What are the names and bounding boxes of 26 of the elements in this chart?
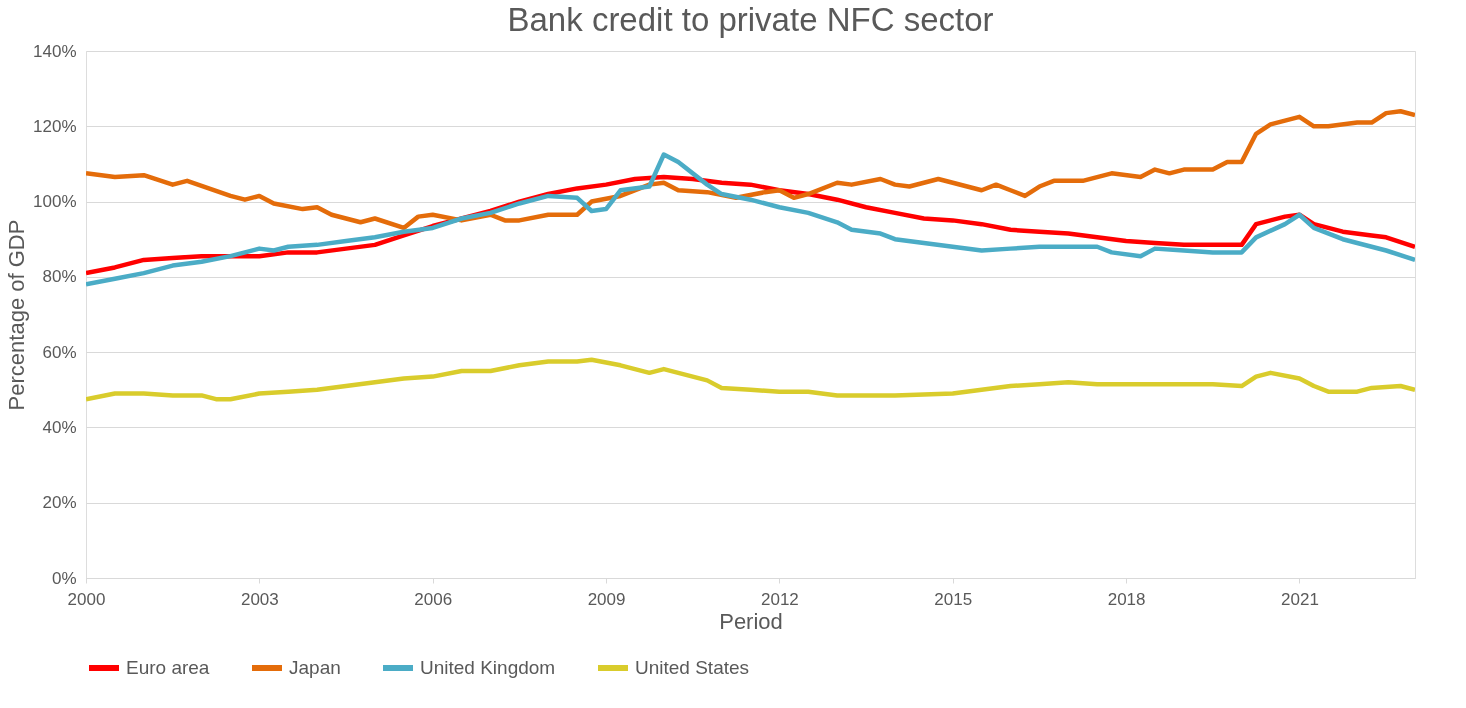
- y-axis-title: Percentage of GDP: [4, 219, 30, 411]
- y-tick-label: 60%: [42, 342, 77, 362]
- x-tick-label: 2012: [760, 589, 799, 609]
- x-tick-label: 2003: [240, 589, 279, 609]
- y-tick-label: 100%: [33, 192, 77, 212]
- x-tick-label: 2009: [587, 589, 626, 609]
- line-series: [86, 357, 1415, 402]
- legend-label: United Kingdom: [420, 657, 556, 678]
- legend-label: Euro area: [126, 657, 210, 678]
- y-tick-label: 80%: [42, 267, 77, 287]
- legend-label: Japan: [289, 657, 341, 678]
- x-tick-label: 2006: [414, 589, 453, 609]
- x-tick-label: 2015: [934, 589, 973, 609]
- y-tick-label: 140%: [33, 41, 77, 61]
- line-series: [86, 108, 1415, 231]
- x-tick-label: 2021: [1281, 589, 1319, 609]
- x-tick-label: 2018: [1107, 589, 1146, 609]
- x-axis-title: Period: [719, 608, 783, 634]
- y-tick-label: 0%: [51, 568, 77, 588]
- chart-title: Bank credit to private NFC sector: [507, 1, 994, 38]
- x-tick-label: 2000: [67, 589, 106, 609]
- line-series: [86, 152, 1415, 287]
- y-tick-label: 20%: [42, 493, 77, 513]
- y-tick-label: 40%: [42, 417, 77, 437]
- y-tick-label: 120%: [33, 116, 77, 136]
- legend-label: United States: [635, 657, 750, 678]
